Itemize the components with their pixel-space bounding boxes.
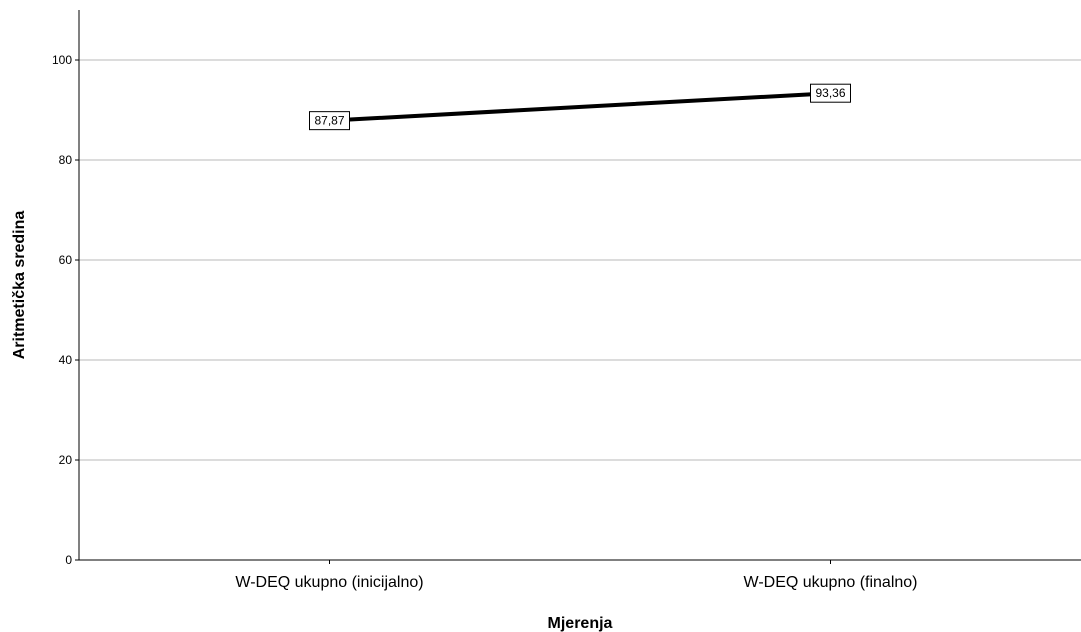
y-tick-label: 80 xyxy=(59,153,73,167)
y-tick-label: 60 xyxy=(59,253,73,267)
y-tick-label: 100 xyxy=(52,53,72,67)
data-labels: 87,87 93,36 xyxy=(309,83,851,131)
y-tick-labels: 0 20 40 60 80 100 xyxy=(52,53,79,567)
series-layer xyxy=(327,91,833,123)
x-category-labels: W-DEQ ukupno (inicijalno) W-DEQ ukupno (f… xyxy=(235,560,918,591)
y-tick-label: 0 xyxy=(65,553,72,567)
y-axis-title: Aritmetička sredina xyxy=(11,211,28,360)
y-tick-label: 20 xyxy=(59,453,73,467)
data-label-box xyxy=(810,83,851,103)
x-axis-title: Mjerenja xyxy=(548,615,613,632)
x-category-label: W-DEQ ukupno (finalno) xyxy=(744,574,918,591)
data-label: 87,87 xyxy=(314,114,344,128)
gridlines xyxy=(79,59,1081,461)
y-tick-label: 40 xyxy=(59,353,73,367)
data-label: 93,36 xyxy=(815,86,845,100)
x-category-label: W-DEQ ukupno (inicijalno) xyxy=(235,574,423,591)
series-line xyxy=(327,91,833,123)
data-label-box xyxy=(309,111,350,131)
